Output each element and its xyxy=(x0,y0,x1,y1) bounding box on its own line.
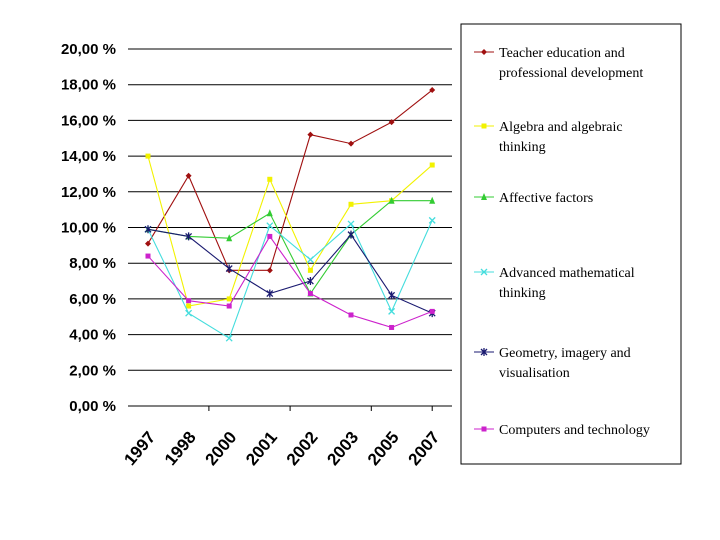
y-tick-label: 16,00 % xyxy=(61,112,116,129)
y-tick-label: 10,00 % xyxy=(61,220,116,237)
data-point xyxy=(388,119,395,126)
data-point xyxy=(347,230,355,239)
y-tick-label: 0,00 % xyxy=(69,398,116,415)
x-tick-label: 2007 xyxy=(405,428,444,469)
data-point xyxy=(481,49,487,55)
x-tick-label: 1998 xyxy=(161,428,200,469)
y-tick-label: 20,00 % xyxy=(61,41,116,58)
y-tick-label: 18,00 % xyxy=(61,77,116,94)
data-point xyxy=(145,253,151,259)
legend-label: thinking xyxy=(499,140,546,155)
x-tick-label: 2000 xyxy=(202,428,241,469)
data-point xyxy=(348,201,354,207)
x-tick-label: 2001 xyxy=(242,428,281,469)
series-line xyxy=(147,235,433,329)
data-point xyxy=(145,240,151,247)
data-point xyxy=(225,264,233,273)
legend-label: Geometry, imagery and xyxy=(499,346,631,361)
data-point xyxy=(307,131,314,138)
data-point xyxy=(144,225,152,234)
data-point xyxy=(266,222,274,230)
data-point xyxy=(429,196,436,204)
data-point xyxy=(388,196,395,204)
y-tick-label: 14,00 % xyxy=(61,148,116,165)
x-tick-label: 2003 xyxy=(323,428,362,469)
data-point xyxy=(481,123,487,129)
data-point xyxy=(266,289,274,298)
data-point xyxy=(481,193,487,200)
data-point xyxy=(480,348,488,356)
data-point xyxy=(145,153,151,159)
x-tick-label: 2002 xyxy=(283,428,322,469)
data-point xyxy=(186,298,192,304)
x-tick-label: 2005 xyxy=(364,428,403,469)
data-point xyxy=(226,303,232,309)
legend-label: Affective factors xyxy=(499,191,593,206)
data-point xyxy=(348,312,354,318)
y-tick-label: 12,00 % xyxy=(61,184,116,201)
data-point xyxy=(266,209,273,217)
legend-label: Teacher education and xyxy=(499,46,625,61)
data-point xyxy=(388,307,396,315)
y-tick-label: 4,00 % xyxy=(69,327,116,344)
data-point xyxy=(185,172,192,179)
series-line xyxy=(147,220,433,339)
data-point xyxy=(388,291,396,300)
data-point xyxy=(429,87,436,94)
data-point xyxy=(307,267,313,273)
data-point xyxy=(267,176,273,182)
series-line xyxy=(147,89,433,271)
legend-label: professional development xyxy=(499,66,643,81)
y-tick-label: 2,00 % xyxy=(69,362,116,379)
series-line xyxy=(147,228,433,314)
legend-label: thinking xyxy=(499,286,546,301)
series-line xyxy=(147,155,433,307)
data-point xyxy=(185,232,193,241)
legend-label: Advanced mathematical xyxy=(499,266,635,281)
data-point xyxy=(480,268,488,276)
data-point xyxy=(307,291,313,297)
data-point xyxy=(186,303,192,309)
data-point xyxy=(266,267,273,274)
data-point xyxy=(348,140,354,147)
data-point xyxy=(185,309,193,317)
data-point xyxy=(429,308,435,314)
data-point xyxy=(306,256,314,264)
data-point xyxy=(429,162,435,168)
legend-box xyxy=(460,23,682,465)
legend-label: Computers and technology xyxy=(499,423,650,438)
data-point xyxy=(428,216,436,224)
data-point xyxy=(225,334,233,342)
data-point xyxy=(226,234,233,242)
legend-label: visualisation xyxy=(499,366,570,381)
legend-label: Algebra and algebraic xyxy=(499,120,623,135)
data-point xyxy=(306,277,314,286)
x-tick-label: 1997 xyxy=(120,428,159,469)
y-tick-label: 6,00 % xyxy=(69,291,116,308)
y-tick-label: 8,00 % xyxy=(69,255,116,272)
data-point xyxy=(389,324,395,330)
series-line xyxy=(147,200,433,295)
data-point xyxy=(267,233,273,239)
data-point xyxy=(347,220,355,228)
data-point xyxy=(226,296,232,302)
data-point xyxy=(481,426,487,432)
